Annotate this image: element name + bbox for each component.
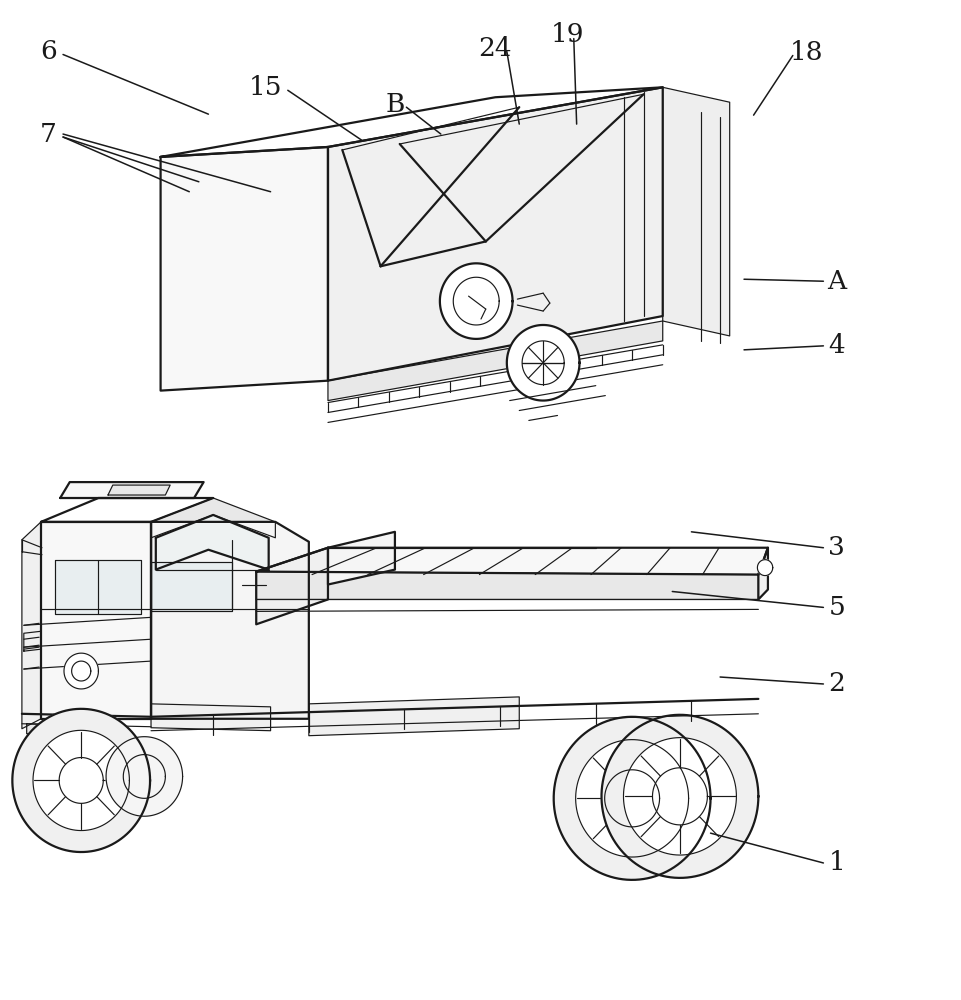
- Polygon shape: [151, 522, 308, 719]
- Polygon shape: [623, 738, 735, 855]
- Text: 24: 24: [478, 36, 511, 61]
- Text: 2: 2: [827, 671, 845, 696]
- Polygon shape: [256, 572, 757, 599]
- Polygon shape: [64, 653, 98, 689]
- Polygon shape: [662, 87, 728, 336]
- Polygon shape: [108, 485, 170, 495]
- Polygon shape: [61, 482, 204, 498]
- Text: 4: 4: [827, 333, 845, 358]
- Polygon shape: [308, 697, 519, 736]
- Text: 1: 1: [827, 850, 845, 875]
- Text: 19: 19: [550, 22, 583, 47]
- Polygon shape: [160, 147, 328, 391]
- Polygon shape: [256, 548, 767, 575]
- Polygon shape: [328, 532, 395, 585]
- Text: 6: 6: [40, 39, 57, 64]
- Polygon shape: [756, 560, 772, 576]
- Polygon shape: [554, 717, 710, 880]
- Text: A: A: [826, 269, 846, 294]
- Polygon shape: [757, 548, 767, 599]
- Polygon shape: [106, 737, 183, 816]
- Polygon shape: [41, 498, 213, 522]
- Polygon shape: [601, 715, 757, 878]
- Polygon shape: [156, 515, 268, 570]
- Text: 7: 7: [40, 122, 57, 147]
- Polygon shape: [575, 740, 688, 857]
- Polygon shape: [151, 562, 233, 611]
- Text: 5: 5: [827, 595, 845, 620]
- Polygon shape: [41, 522, 151, 719]
- Text: 18: 18: [789, 40, 822, 65]
- Polygon shape: [24, 631, 41, 651]
- Polygon shape: [27, 724, 88, 736]
- Polygon shape: [256, 548, 328, 624]
- Polygon shape: [22, 522, 41, 729]
- Text: 15: 15: [249, 75, 283, 100]
- Polygon shape: [506, 325, 579, 401]
- Polygon shape: [151, 704, 270, 731]
- Polygon shape: [328, 87, 662, 381]
- Polygon shape: [56, 560, 141, 614]
- Polygon shape: [151, 498, 275, 538]
- Polygon shape: [33, 730, 130, 831]
- Text: B: B: [384, 92, 405, 117]
- Polygon shape: [439, 263, 512, 339]
- Polygon shape: [328, 321, 662, 401]
- Polygon shape: [160, 87, 662, 157]
- Text: 3: 3: [827, 535, 845, 560]
- Polygon shape: [12, 709, 150, 852]
